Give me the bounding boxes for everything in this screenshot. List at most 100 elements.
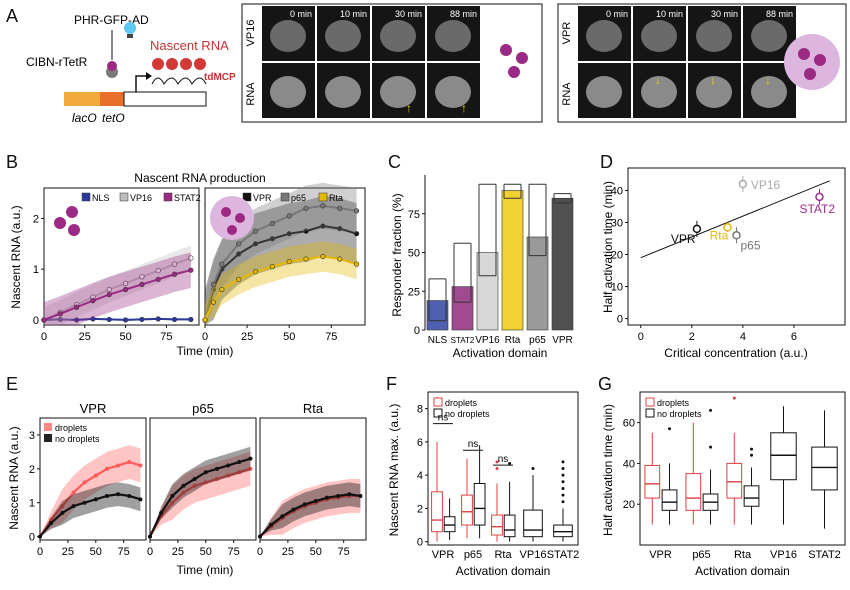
legend-label: STAT2 <box>174 193 201 203</box>
data-point <box>226 473 231 478</box>
x-tick-label: VP16 <box>475 335 500 346</box>
box <box>743 485 760 507</box>
y-tick-label: 8 <box>417 404 423 416</box>
data-point <box>286 258 292 265</box>
vpr-tiles: 0 min 10 min ↓ 30 min ↓ 88 min ↓ <box>578 6 796 118</box>
y-tick-label: 2 <box>29 464 35 476</box>
legend-label: no droplets <box>657 409 702 419</box>
arrow-marker: ↓ <box>765 73 771 87</box>
series-band <box>205 241 357 325</box>
data-point <box>57 316 63 323</box>
box <box>770 432 797 481</box>
data-point <box>337 225 343 232</box>
nucleus-bottom <box>696 76 732 108</box>
outlier <box>508 462 512 466</box>
data-point <box>122 280 129 286</box>
data-point <box>219 261 225 267</box>
legend-swatch <box>163 192 173 202</box>
data-point <box>41 317 47 323</box>
significance-label: ns <box>498 454 509 465</box>
x-axis-label: Time (min) <box>177 344 234 358</box>
data-point <box>815 192 824 202</box>
promoter-arrow <box>135 75 150 92</box>
legend-label: droplets <box>55 423 88 433</box>
box <box>461 494 473 526</box>
panel-a-microscopy-vp16: VP16 RNA 0 min 10 min 30 min ↑ 88 min ↑ <box>241 3 543 123</box>
data-point <box>286 213 292 219</box>
y-tick-label: 1 <box>33 264 39 276</box>
x-tick-label: 0 <box>147 546 153 558</box>
y-tick-label: 6 <box>417 437 423 449</box>
y-tick-label: 0 <box>29 532 35 544</box>
tdmcp-label: tdMCP <box>204 72 236 83</box>
data-point <box>269 220 275 227</box>
subpanel-title: VPR <box>80 401 107 416</box>
outlier <box>732 396 736 400</box>
data-point <box>203 480 208 485</box>
data-point <box>192 477 197 481</box>
data-point <box>337 256 343 262</box>
phr-dot <box>107 61 117 71</box>
box <box>811 446 838 491</box>
data-point <box>171 261 178 267</box>
data-point <box>181 483 186 488</box>
molecule-icon <box>68 224 80 236</box>
data-point <box>236 241 242 247</box>
outlier <box>561 473 565 477</box>
x-tick-label: 75 <box>338 546 350 558</box>
series-line <box>43 257 192 321</box>
arrow-marker: ↑ <box>461 101 467 115</box>
x-tick-label: 25 <box>282 546 294 558</box>
legend-swatch <box>44 434 52 442</box>
x-axis-label: Activation domain <box>456 564 551 578</box>
data-point <box>219 286 225 293</box>
panel-letter-f: F <box>386 374 397 394</box>
nucleus-top <box>696 20 732 52</box>
data-point <box>188 316 194 323</box>
data-point <box>214 477 219 481</box>
rna-row-label-2: RNA <box>561 82 573 106</box>
data-point <box>313 499 318 504</box>
data-point <box>320 223 326 229</box>
y-tick-label: 60 <box>623 418 635 430</box>
legend-swatch <box>242 192 252 202</box>
vpr-droplet-dot-2 <box>814 54 826 66</box>
data-point <box>139 274 145 280</box>
x-tick-label: NLS <box>428 335 448 346</box>
data-point <box>252 269 259 275</box>
x-tick-label: 75 <box>325 331 337 343</box>
data-point <box>127 460 132 465</box>
legend-label: no droplets <box>55 434 100 444</box>
outlier <box>561 493 565 497</box>
data-point <box>138 463 143 468</box>
data-point <box>93 473 98 478</box>
legend-swatch <box>44 423 52 431</box>
x-tick-label: VPR <box>432 549 455 561</box>
plot-frame <box>204 187 366 326</box>
outlier <box>709 445 713 449</box>
point-label: VPR <box>671 232 696 246</box>
y-axis-label: Responder fraction (%) <box>390 193 404 316</box>
x-tick-label: STAT2 <box>451 336 475 345</box>
subpanel-title: Rta <box>303 401 324 416</box>
data-point <box>202 317 208 323</box>
plot-frame <box>39 417 147 541</box>
legend-swatch <box>280 192 290 202</box>
y-tick-label: 3 <box>29 430 35 442</box>
panel-letter-g: G <box>598 374 612 394</box>
data-point <box>82 500 87 505</box>
data-point <box>155 268 161 274</box>
panel-letter-c: C <box>388 152 401 172</box>
x-tick-label: STAT2 <box>808 549 841 561</box>
molecule-icon <box>66 206 78 218</box>
data-point <box>116 463 121 468</box>
data-point <box>303 205 309 211</box>
y-tick-label: 30 <box>611 217 623 229</box>
plot-frame <box>149 417 257 541</box>
stem-loops <box>152 58 206 70</box>
vp16-row-label: VP16 <box>245 20 257 47</box>
plot-frame <box>259 417 367 541</box>
series-line <box>259 493 361 538</box>
y-tick-label: 0 <box>617 314 623 326</box>
data-point <box>60 510 65 515</box>
